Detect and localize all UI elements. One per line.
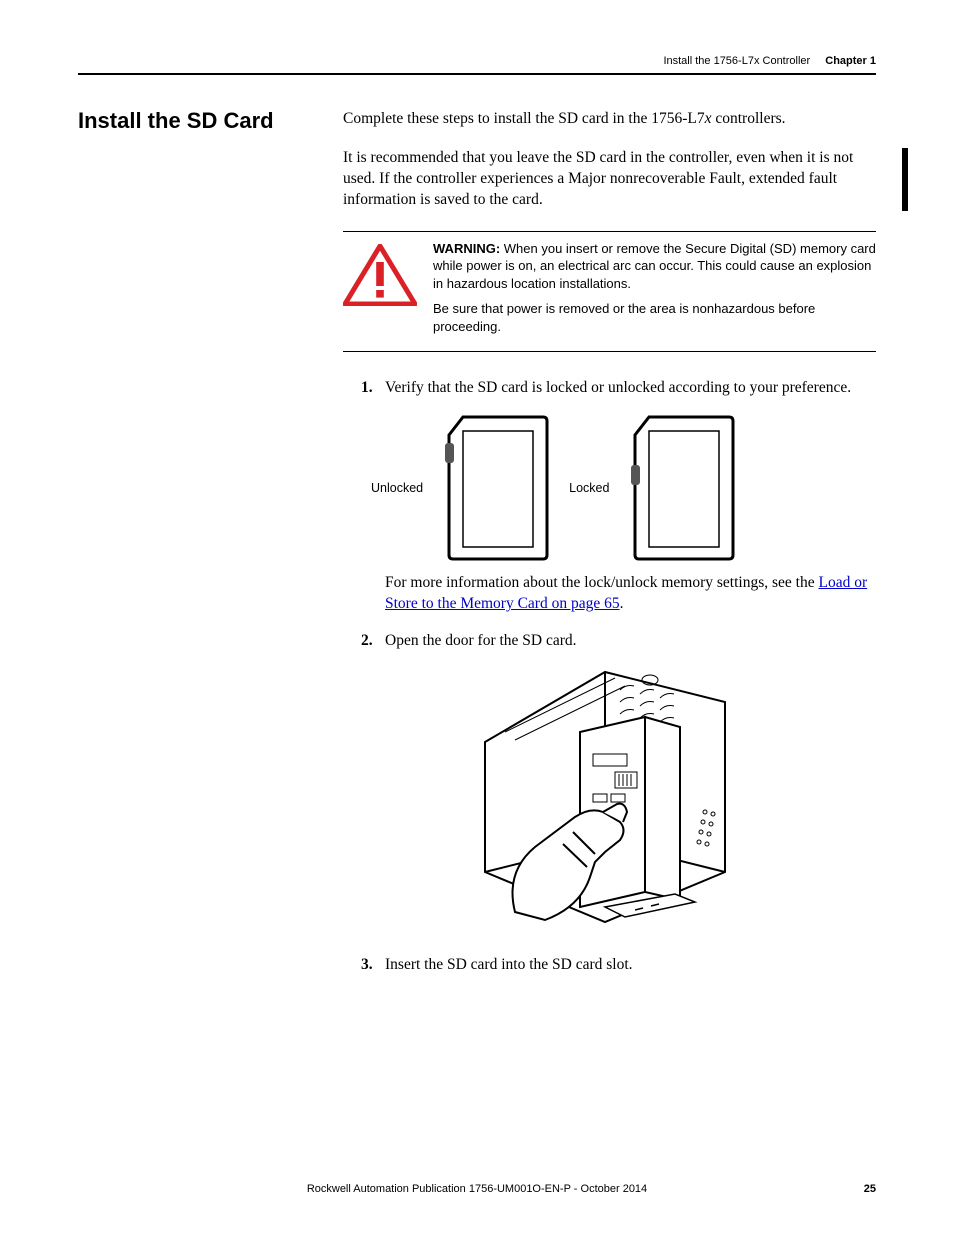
- intro-paragraph: Complete these steps to install the SD c…: [343, 109, 876, 130]
- warning-icon: [343, 244, 417, 306]
- device-open-door-icon: [445, 662, 745, 932]
- warning-line-2: Be sure that power is removed or the are…: [433, 300, 876, 335]
- sd-card-figure: Unlocked Locked: [371, 413, 876, 563]
- running-header: Install the 1756-L7x Controller Chapter …: [78, 55, 876, 67]
- page-footer: Rockwell Automation Publication 1756-UM0…: [78, 1183, 876, 1195]
- sd-card-unlocked-icon: [441, 413, 551, 563]
- warning-line-1: WARNING: When you insert or remove the S…: [433, 240, 876, 293]
- sd-unlocked-label: Unlocked: [371, 480, 423, 497]
- footer-publication: Rockwell Automation Publication 1756-UM0…: [78, 1183, 876, 1195]
- steps-list: Verify that the SD card is locked or unl…: [361, 378, 876, 976]
- sd-card-locked-icon: [627, 413, 737, 563]
- step-1: Verify that the SD card is locked or unl…: [361, 378, 876, 615]
- warning-box: WARNING: When you insert or remove the S…: [343, 231, 876, 353]
- footer-page-number: 25: [864, 1183, 876, 1195]
- running-header-chapter: Chapter 1: [825, 55, 876, 67]
- warning-icon-cell: [343, 240, 433, 344]
- header-rule: [78, 73, 876, 75]
- sd-locked-label: Locked: [569, 480, 609, 497]
- running-header-title: Install the 1756-L7x Controller: [663, 55, 810, 67]
- change-bar: [902, 148, 908, 211]
- section-heading: Install the SD Card: [78, 109, 343, 133]
- device-figure: [445, 662, 876, 939]
- xref-paragraph: For more information about the lock/unlo…: [385, 573, 876, 615]
- step-3: Insert the SD card into the SD card slot…: [361, 955, 876, 976]
- recommendation-paragraph: It is recommended that you leave the SD …: [343, 148, 876, 211]
- step-2: Open the door for the SD card.: [361, 631, 876, 939]
